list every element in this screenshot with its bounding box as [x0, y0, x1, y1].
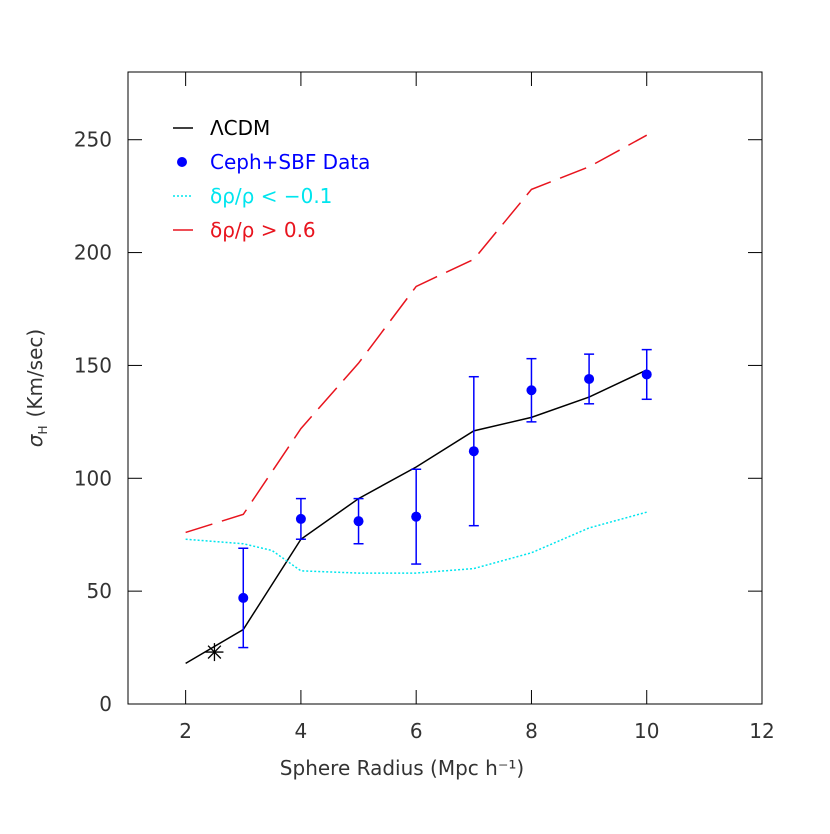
data-point [526, 385, 537, 396]
legend-label: δρ/ρ < −0.1 [210, 184, 332, 208]
data-point [353, 516, 364, 527]
y-tick-label: 100 [74, 466, 112, 490]
star-marker [207, 645, 222, 659]
x-tick-label: 10 [634, 719, 659, 743]
data-point [468, 446, 479, 457]
y-tick-label: 150 [74, 353, 112, 377]
x-tick-label: 6 [410, 719, 423, 743]
y-label-symbol: σ [23, 433, 47, 447]
legend-marker [177, 157, 187, 167]
data-point [238, 592, 249, 603]
series-line [185, 511, 647, 574]
y-axis-label: σH (Km/sec) [23, 329, 50, 447]
y-tick-label: 50 [87, 579, 112, 603]
legend-label: δρ/ρ > 0.6 [210, 218, 316, 242]
y-tick-label: 200 [74, 241, 112, 265]
series-line [185, 369, 648, 665]
x-tick-label: 4 [295, 719, 308, 743]
data-point [411, 511, 422, 522]
y-label-unit: (Km/sec) [23, 329, 47, 418]
legend-label: ΛCDM [210, 116, 270, 140]
x-tick-label: 12 [749, 719, 774, 743]
y-label-sub: H [36, 425, 50, 434]
y-tick-label: 250 [74, 128, 112, 152]
plot-frame [127, 71, 763, 705]
data-point [584, 373, 595, 384]
legend-label: Ceph+SBF Data [210, 150, 370, 174]
data-point [641, 369, 652, 380]
y-tick-label: 0 [99, 692, 112, 716]
x-tick-label: 2 [179, 719, 192, 743]
series-line [185, 134, 648, 534]
x-axis-label: Sphere Radius (Mpc h⁻¹) [280, 756, 524, 780]
x-tick-label: 8 [525, 719, 538, 743]
data-point [295, 513, 306, 524]
